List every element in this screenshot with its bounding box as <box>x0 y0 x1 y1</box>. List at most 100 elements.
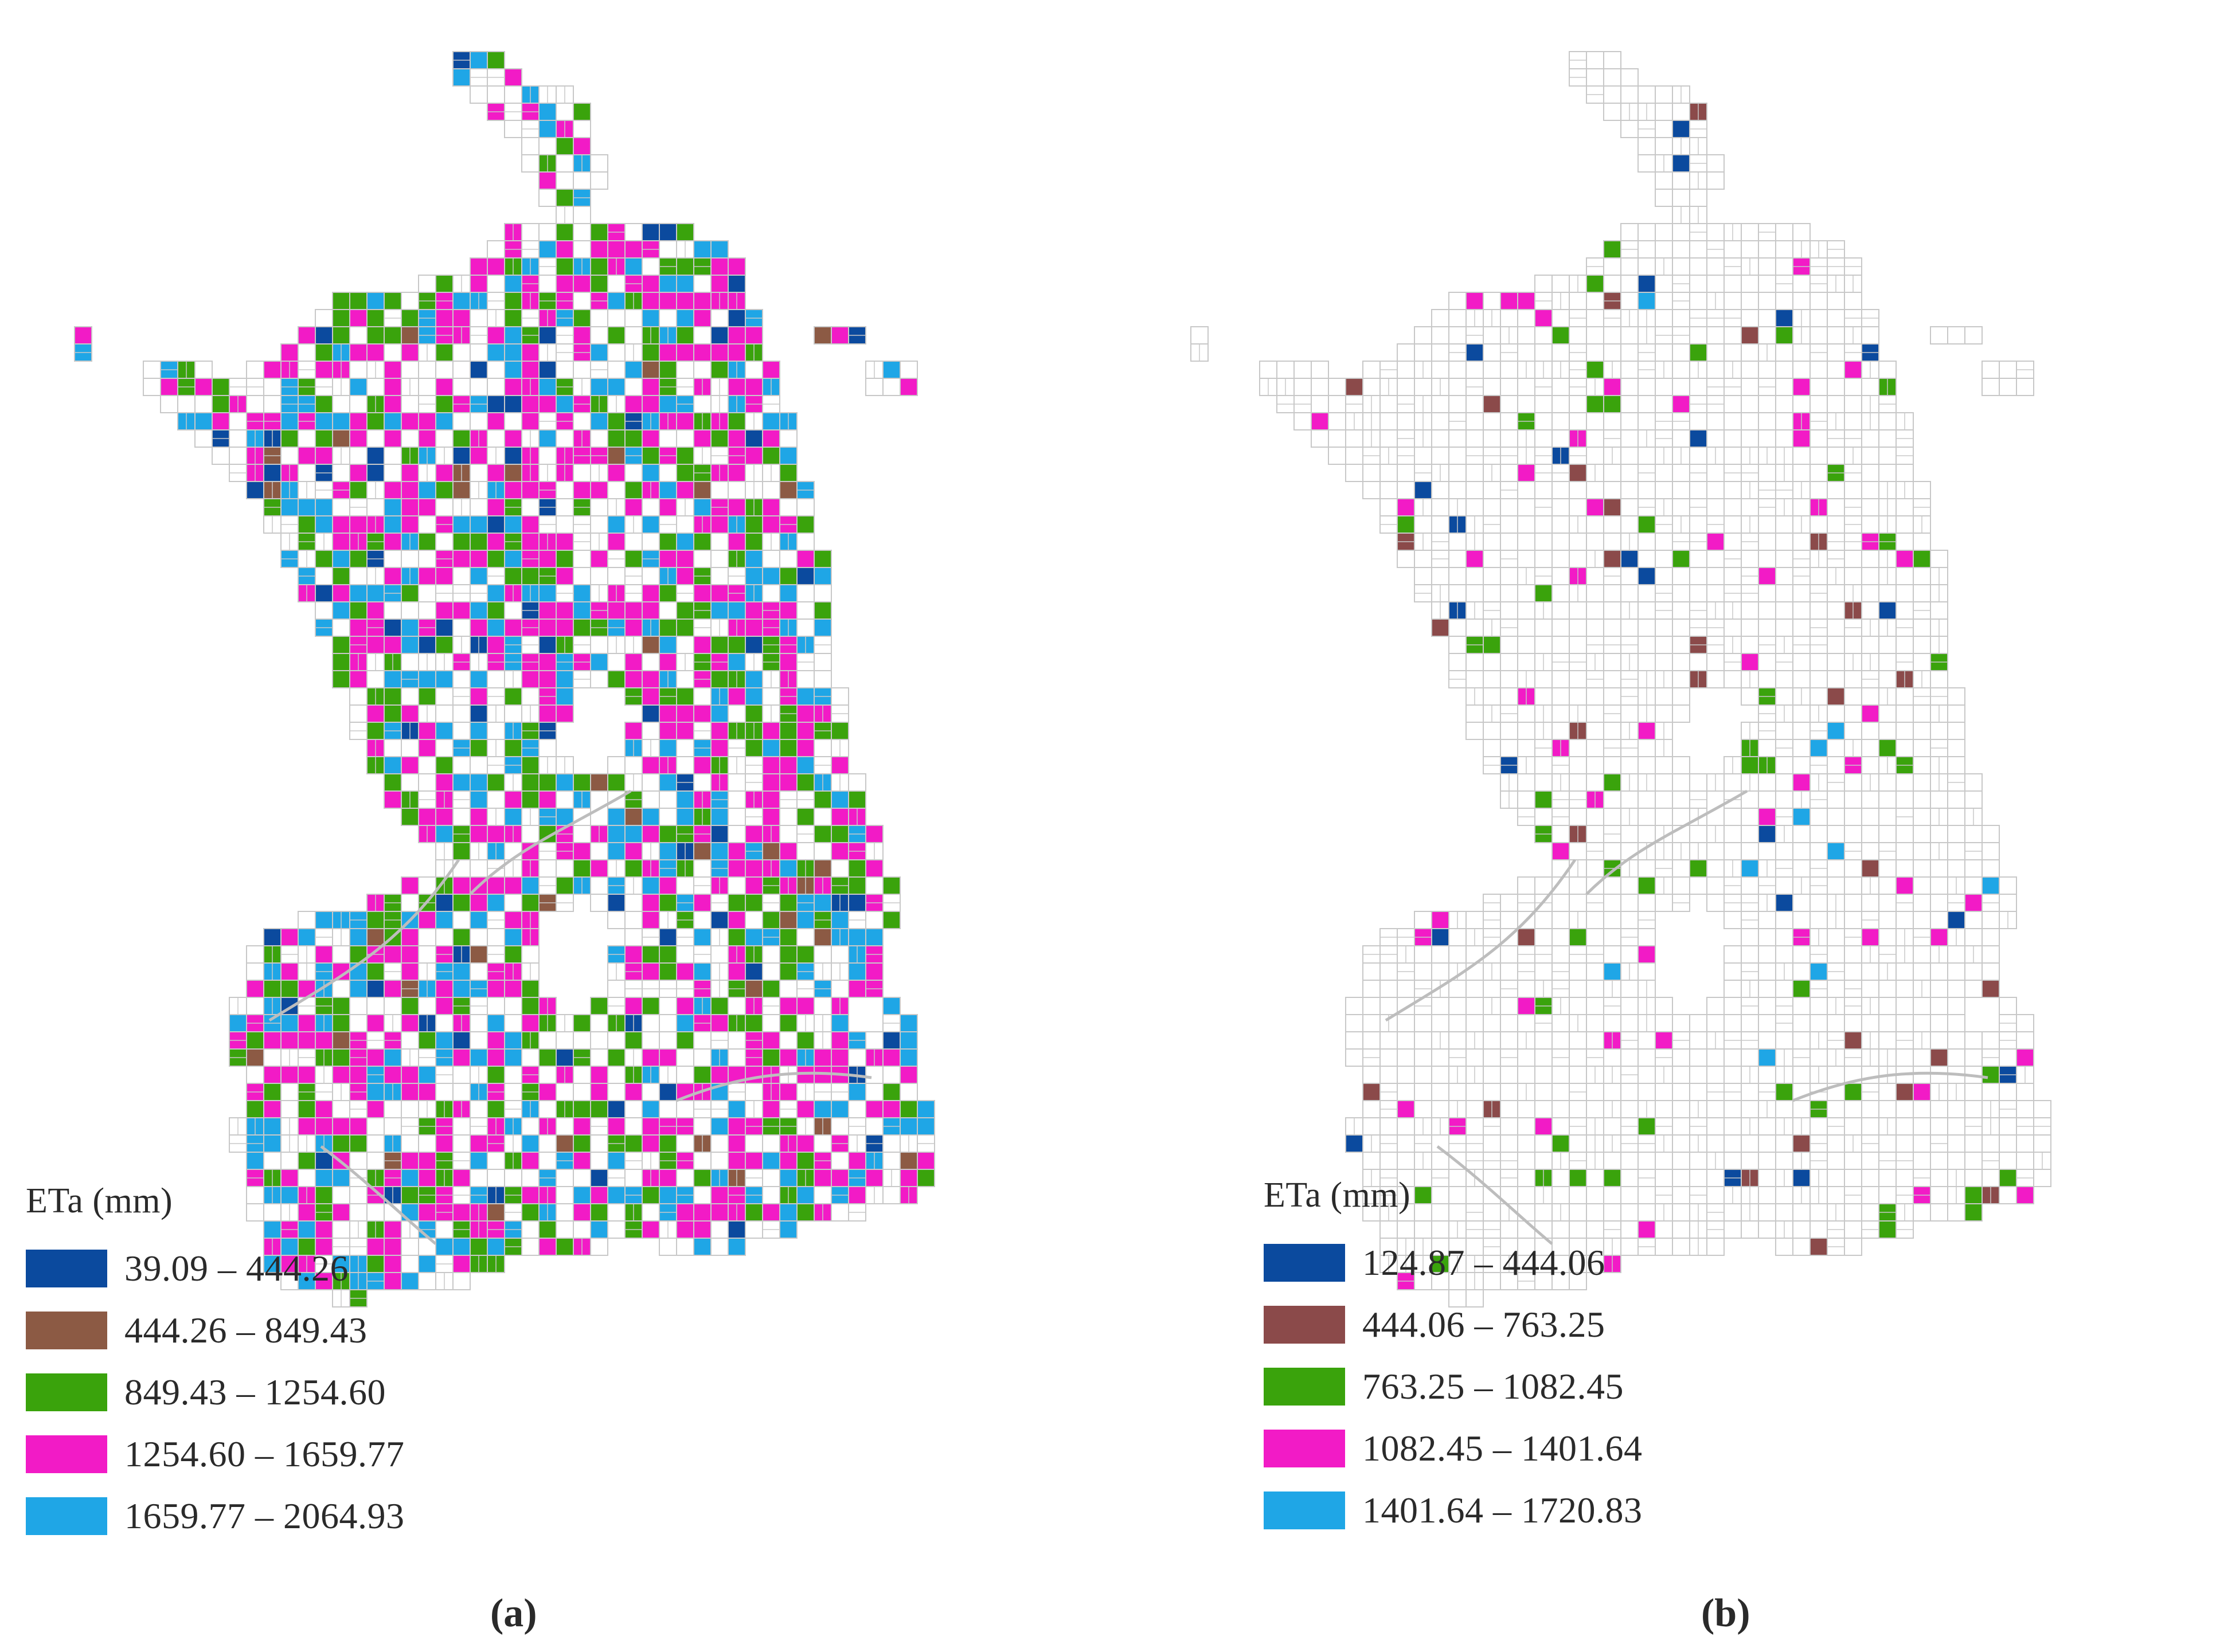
parcel <box>1792 945 1811 964</box>
parcel <box>1913 790 1931 809</box>
parcel <box>401 997 419 1015</box>
parcel <box>1637 1117 1656 1136</box>
parcel <box>1689 584 1707 602</box>
parcel <box>1723 240 1742 259</box>
parcel <box>1517 584 1535 602</box>
parcel <box>418 378 436 396</box>
parcel <box>1895 1134 1914 1153</box>
parcel <box>1758 395 1776 413</box>
parcel <box>1878 859 1897 878</box>
parcel <box>1465 653 1484 671</box>
parcel <box>1603 275 1621 293</box>
parcel <box>1586 361 1604 379</box>
parcel <box>1775 361 1793 379</box>
parcel <box>1637 859 1656 878</box>
parcel <box>1551 1031 1570 1050</box>
parcel <box>796 498 815 516</box>
parcel <box>1672 653 1690 671</box>
parcel <box>1792 808 1811 826</box>
parcel <box>487 601 505 620</box>
parcel <box>642 601 660 620</box>
parcel <box>865 911 884 929</box>
parcel <box>401 876 419 895</box>
parcel <box>1827 859 1845 878</box>
parcel <box>1379 1066 1398 1084</box>
parcel <box>1655 533 1673 551</box>
parcel <box>1448 292 1467 310</box>
parcel <box>366 1203 385 1222</box>
parcel <box>1878 429 1897 448</box>
parcel <box>814 790 832 809</box>
parcel <box>1844 636 1862 654</box>
parcel <box>831 1100 849 1118</box>
parcel <box>590 412 608 430</box>
parcel <box>590 859 608 878</box>
parcel <box>1431 1083 1449 1101</box>
parcel <box>418 636 436 654</box>
parcel <box>1569 464 1587 482</box>
parcel <box>504 1048 522 1067</box>
parcel <box>263 1255 282 1273</box>
parcel <box>1414 1031 1432 1050</box>
parcel <box>1775 911 1793 929</box>
eta-map-b <box>1190 51 2051 1307</box>
parcel <box>487 722 505 740</box>
parcel <box>1861 601 1879 620</box>
parcel <box>366 1152 385 1170</box>
parcel <box>1465 429 1484 448</box>
parcel <box>1534 1134 1553 1153</box>
parcel <box>452 533 471 551</box>
parcel <box>693 275 712 293</box>
parcel <box>659 962 677 981</box>
parcel <box>1483 395 1501 413</box>
parcel <box>1878 790 1897 809</box>
parcel <box>349 343 368 362</box>
parcel <box>1913 962 1931 981</box>
parcel <box>1517 533 1535 551</box>
parcel <box>1947 997 1965 1015</box>
parcel <box>1551 928 1570 946</box>
parcel <box>642 275 660 293</box>
parcel <box>1551 498 1570 516</box>
parcel <box>710 945 729 964</box>
parcel <box>487 378 505 396</box>
parcel <box>1603 68 1621 87</box>
parcel <box>642 1117 660 1136</box>
parcel <box>263 1048 282 1067</box>
parcel <box>1827 670 1845 688</box>
parcel <box>676 808 694 826</box>
parcel <box>366 1083 385 1101</box>
parcel <box>556 515 574 534</box>
parcel <box>1895 911 1914 929</box>
parcel <box>1672 1169 1690 1187</box>
parcel <box>1345 997 1363 1015</box>
parcel <box>452 1134 471 1153</box>
parcel <box>676 550 694 568</box>
parcel <box>246 1100 264 1118</box>
parcel <box>470 1014 488 1032</box>
parcel <box>280 1083 299 1101</box>
parcel <box>676 1100 694 1118</box>
parcel <box>470 704 488 723</box>
parcel <box>1414 481 1432 499</box>
parcel <box>693 1066 712 1084</box>
parcel <box>470 275 488 293</box>
parcel <box>831 687 849 706</box>
parcel <box>1672 1014 1690 1032</box>
parcel <box>435 808 454 826</box>
parcel <box>194 378 213 396</box>
parcel <box>607 825 626 843</box>
parcel <box>728 704 746 723</box>
parcel <box>332 1117 350 1136</box>
parcel <box>1964 928 1983 946</box>
parcel <box>1758 601 1776 620</box>
parcel <box>1465 361 1484 379</box>
parcel <box>332 567 350 585</box>
parcel <box>315 1031 333 1050</box>
parcel <box>1981 980 2000 998</box>
parcel <box>1672 189 1690 207</box>
parcel <box>1809 1014 1828 1032</box>
parcel <box>1895 498 1914 516</box>
parcel <box>624 326 643 345</box>
parcel <box>1775 1031 1793 1050</box>
